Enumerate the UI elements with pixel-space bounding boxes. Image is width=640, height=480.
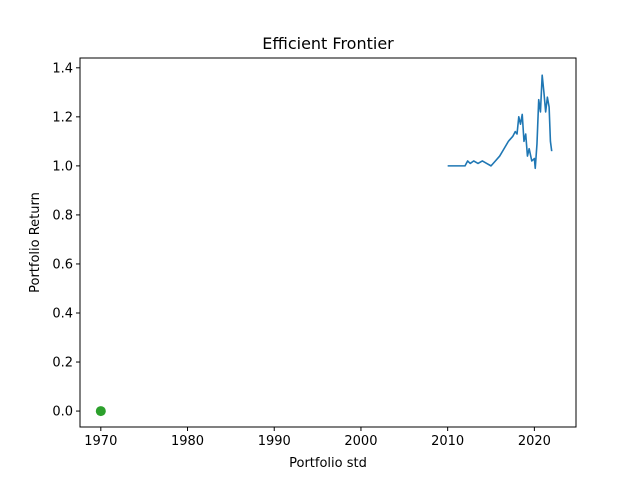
x-axis-label: Portfolio std: [289, 456, 367, 471]
x-tick-label: 2000: [344, 434, 377, 449]
y-axis-label: Portfolio Return: [28, 192, 43, 293]
axes-frame: [79, 57, 577, 428]
frontier-line: [447, 74, 553, 170]
y-tick-label: 0.6: [52, 257, 73, 272]
plot-area: [95, 74, 553, 417]
x-tick-label: 1970: [84, 434, 117, 449]
y-tick-label: 0.4: [52, 306, 73, 321]
y-tick-label: 1.2: [52, 110, 73, 125]
x-tick-label: 1980: [171, 434, 204, 449]
scatter-point: [95, 406, 106, 417]
axis-ticks: 1970 1980 1990 2000 2010 2020 0.0 0.2 0.4 0.6 0.8 1…: [52, 61, 551, 449]
x-tick-label: 2010: [431, 434, 464, 449]
x-tick-label: 2020: [518, 434, 551, 449]
x-tick-label: 1990: [258, 434, 291, 449]
y-tick-label: 0.0: [52, 405, 73, 420]
y-tick-label: 1.4: [52, 61, 73, 76]
chart-title: Efficient Frontier: [262, 34, 394, 53]
y-tick-label: 0.2: [52, 356, 73, 371]
y-tick-label: 0.8: [52, 208, 73, 223]
y-tick-label: 1.0: [52, 159, 73, 174]
